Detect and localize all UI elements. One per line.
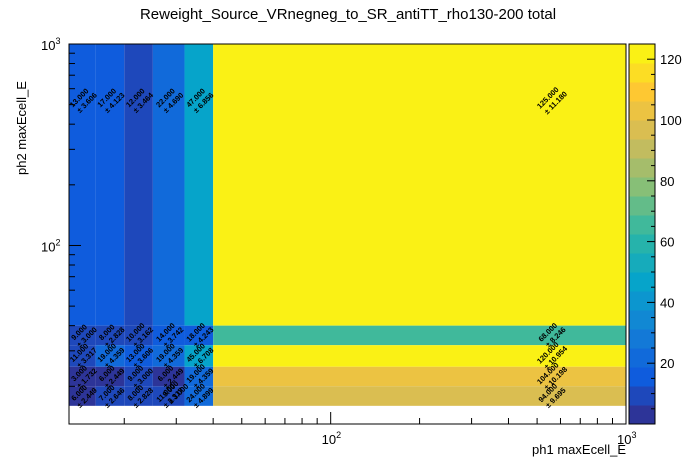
- colorbar-segment: [629, 386, 655, 406]
- colorbar-segment: [629, 196, 655, 216]
- colorbar-tick-label: 20: [660, 356, 674, 371]
- x-tick-label: 102: [322, 430, 341, 447]
- x-axis-label: ph1 maxEcell_E: [532, 442, 626, 457]
- heatmap-cell: [124, 325, 153, 346]
- heatmap-cell: [124, 345, 153, 367]
- heatmap-cell: [184, 44, 214, 326]
- heatmap-cell: [213, 386, 626, 406]
- heatmap-cell: [69, 386, 96, 406]
- heatmap-cell: [95, 325, 125, 346]
- heatmap-cell: [184, 366, 214, 387]
- heatmap-cell: [213, 325, 626, 346]
- colorbar-tick-label: 80: [660, 174, 674, 189]
- heatmap-cell: [124, 386, 153, 406]
- colorbar-segment: [629, 215, 655, 235]
- heatmap-cell: [124, 366, 153, 387]
- heatmap-cell: [213, 366, 626, 387]
- heatmap-cell: [213, 345, 626, 367]
- colorbar-tick-label: 40: [660, 295, 674, 310]
- heatmap-cell: [95, 366, 125, 387]
- colorbar-segment: [629, 291, 655, 311]
- colorbar-tick-label: 120: [660, 52, 682, 67]
- colorbar-segment: [629, 253, 655, 273]
- colorbar-frame: [628, 43, 656, 425]
- heatmap-cell: [152, 44, 185, 326]
- colorbar-tick-label: 100: [660, 113, 682, 128]
- heatmap-cell: [124, 44, 153, 326]
- colorbar-segment: [629, 177, 655, 197]
- colorbar-segment: [629, 63, 655, 83]
- heatmap-cell: [95, 44, 125, 326]
- y-tick-label: 103: [41, 36, 60, 53]
- x-tick-label: 103: [617, 430, 636, 447]
- heatmap-cell: [152, 386, 185, 406]
- colorbar-segment: [629, 44, 655, 64]
- colorbar-tick-label: 60: [660, 235, 674, 250]
- heatmap-cell: [69, 345, 96, 367]
- heatmap-cell: [213, 44, 626, 326]
- y-axis: 102 103: [41, 36, 81, 387]
- colorbar-segment: [629, 234, 655, 254]
- heatmap-cell: [152, 325, 185, 346]
- heatmap-cell: [152, 366, 185, 387]
- chart-title: Reweight_Source_VRnegneg_to_SR_antiTT_rh…: [139, 6, 557, 23]
- colorbar-segment: [629, 101, 655, 121]
- colorbar-segment: [629, 139, 655, 159]
- colorbar-segment: [629, 367, 655, 387]
- plot-frame: [68, 43, 627, 425]
- colorbar-segment: [629, 348, 655, 368]
- colorbar-segment: [629, 310, 655, 330]
- colorbar: 20 40 60 80 100 120: [628, 43, 682, 425]
- y-tick-label: 102: [41, 237, 60, 254]
- x-axis: 102 103: [123, 412, 636, 447]
- colorbar-segment: [629, 158, 655, 178]
- heatmap-cell: [95, 345, 125, 367]
- colorbar-segment: [629, 272, 655, 292]
- heatmap-cell: [69, 325, 96, 346]
- heatmap-cell: [184, 325, 214, 346]
- heatmap-cell: [69, 366, 96, 387]
- heatmap-cell: [152, 345, 185, 367]
- colorbar-segment: [629, 82, 655, 102]
- colorbar-segment: [629, 329, 655, 349]
- colorbar-segment: [629, 405, 655, 425]
- heatmap-cell: [95, 386, 125, 406]
- colorbar-segment: [629, 120, 655, 140]
- heatmap-cell: [184, 386, 214, 406]
- heatmap-cells: [69, 44, 626, 406]
- heatmap-cell: [184, 345, 214, 367]
